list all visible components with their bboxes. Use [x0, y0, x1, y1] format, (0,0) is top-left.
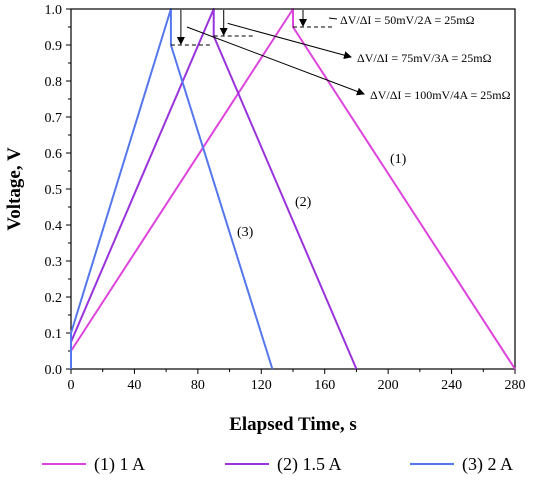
- x-tick-label: 80: [191, 378, 205, 393]
- x-ticks: 0 40 80 120 160 200 240 280: [68, 369, 526, 393]
- curve-label-2: (2): [295, 195, 312, 210]
- y-tick-label: 0.8: [45, 75, 63, 90]
- annotation-text-1: ΔV/ΔI = 50mV/2A = 25mΩ: [340, 13, 475, 27]
- y-axis-title: Voltage, V: [4, 147, 25, 231]
- series-line-3: [70, 8, 274, 370]
- legend-label-3: (3) 2 A: [462, 454, 513, 475]
- y-tick-label: 0.0: [45, 363, 63, 378]
- x-tick-label: 200: [378, 378, 399, 393]
- y-tick-label: 0.5: [45, 183, 63, 198]
- y-tick-label: 1.0: [45, 3, 63, 18]
- y-tick-label: 0.1: [45, 327, 63, 342]
- annotation-leader-3: [186, 26, 365, 96]
- curve-label-3: (3): [237, 225, 254, 240]
- ir-drop-markers: [160, 8, 333, 46]
- annotation-text-3: ΔV/ΔI = 100mV/4A = 25mΩ: [370, 88, 511, 102]
- annotation-leader-1: [328, 17, 338, 20]
- y-tick-label: 0.2: [45, 291, 63, 306]
- y-tick-label: 0.4: [45, 219, 63, 234]
- y-ticks: 0.0 0.1 0.2 0.3 0.4 0.5 0.6 0.7 0.8 0.9 1.0: [45, 3, 71, 378]
- legend: (1) 1 A (2) 1.5 A (3) 2 A: [42, 454, 513, 475]
- legend-label-2: (2) 1.5 A: [277, 454, 342, 475]
- x-tick-label: 40: [127, 378, 141, 393]
- x-tick-label: 240: [441, 378, 462, 393]
- legend-label-1: (1) 1 A: [94, 454, 145, 475]
- x-tick-label: 120: [251, 378, 272, 393]
- y-tick-label: 0.7: [45, 111, 63, 126]
- annotation-text-2: ΔV/ΔI = 75mV/3A = 25mΩ: [357, 51, 492, 65]
- curve-label-1: (1): [390, 152, 407, 167]
- x-tick-label: 0: [68, 378, 75, 393]
- x-axis-title: Elapsed Time, s: [229, 414, 357, 435]
- y-tick-label: 0.3: [45, 255, 63, 270]
- annotation-leader-2: [227, 22, 352, 60]
- y-tick-label: 0.6: [45, 147, 63, 162]
- x-tick-label: 280: [505, 378, 526, 393]
- curve-labels: (1) (2) (3): [237, 152, 407, 240]
- series-line-2: [70, 8, 358, 370]
- x-tick-label: 160: [314, 378, 335, 393]
- annotations: ΔV/ΔI = 50mV/2A = 25mΩ ΔV/ΔI = 75mV/3A = …: [186, 13, 511, 102]
- y-tick-label: 0.9: [45, 39, 63, 54]
